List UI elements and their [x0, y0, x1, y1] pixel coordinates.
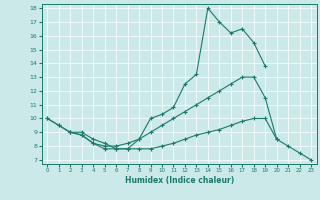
X-axis label: Humidex (Indice chaleur): Humidex (Indice chaleur): [124, 176, 234, 185]
